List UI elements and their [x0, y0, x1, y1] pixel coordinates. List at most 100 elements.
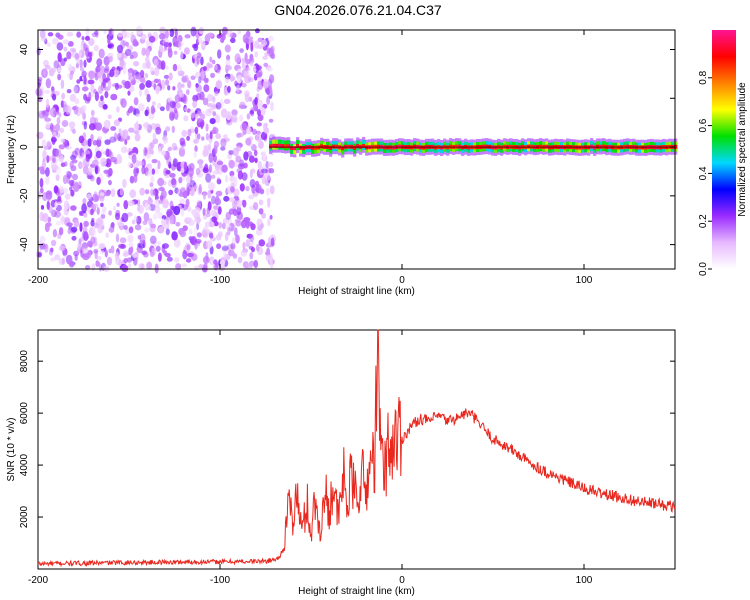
noise-cell — [91, 32, 99, 38]
signal-core — [596, 144, 600, 149]
noise-cell — [64, 193, 71, 200]
heatmap-y-tick-label: -40 — [19, 237, 30, 252]
noise-cell — [115, 233, 120, 243]
signal-core — [272, 143, 276, 148]
noise-cell — [258, 199, 264, 206]
noise-cell — [225, 65, 231, 70]
noise-cell — [159, 44, 163, 53]
noise-cell — [239, 214, 244, 221]
signal-core — [527, 144, 531, 149]
noise-cell — [168, 42, 172, 48]
noise-cell — [205, 173, 212, 183]
noise-cell — [44, 89, 51, 94]
noise-cell — [226, 29, 233, 38]
noise-cell — [116, 66, 124, 71]
heatmap-y-axis-label: Frequency (Hz) — [6, 115, 17, 184]
noise-cell — [262, 55, 268, 60]
signal-core — [356, 144, 360, 149]
noise-cell — [149, 250, 155, 258]
noise-cell — [191, 209, 197, 216]
noise-cell — [96, 71, 102, 79]
noise-cell — [71, 150, 78, 159]
noise-cell — [109, 136, 116, 143]
noise-cell — [70, 154, 77, 161]
noise-cell — [267, 218, 271, 227]
noise-cell — [46, 42, 51, 47]
noise-cell — [242, 199, 247, 208]
noise-cell — [133, 174, 138, 183]
noise-cell — [50, 247, 54, 253]
noise-cell — [107, 35, 111, 45]
signal-core — [644, 145, 648, 150]
noise-cell — [207, 63, 213, 69]
noise-cell — [175, 263, 182, 271]
noise-cell — [212, 170, 220, 175]
noise-cell — [67, 63, 73, 72]
signal-core — [284, 144, 288, 149]
noise-cell — [118, 259, 122, 266]
noise-cell — [157, 252, 162, 262]
noise-cell — [233, 176, 238, 187]
noise-cell — [143, 121, 150, 131]
noise-cell — [152, 213, 158, 220]
noise-cell — [174, 110, 179, 120]
colorbar-tick-label: 0.2 — [698, 214, 709, 228]
noise-cell — [79, 147, 84, 157]
noise-cell — [183, 74, 189, 83]
noise-cell — [44, 65, 51, 70]
noise-cell — [136, 205, 141, 212]
noise-cell — [113, 119, 120, 127]
noise-cell — [58, 245, 66, 252]
noise-cell — [169, 215, 175, 225]
signal-core — [659, 145, 663, 150]
noise-cell — [192, 94, 199, 103]
noise-cell — [129, 189, 137, 199]
noise-cell — [141, 78, 146, 83]
noise-cell — [105, 232, 109, 239]
noise-cell — [100, 202, 104, 207]
signal-core — [482, 144, 486, 149]
noise-cell — [258, 208, 264, 215]
noise-cell — [157, 160, 161, 170]
noise-cell — [117, 221, 124, 227]
noise-cell — [215, 190, 223, 197]
noise-cell — [148, 196, 152, 202]
noise-cell — [137, 103, 145, 112]
noise-cell — [54, 148, 62, 158]
heatmap-x-tick-label: -200 — [28, 275, 48, 286]
noise-cell — [119, 57, 125, 67]
noise-cell — [41, 68, 48, 78]
noise-cell — [237, 132, 245, 137]
noise-cell — [66, 171, 73, 179]
noise-cell — [186, 135, 191, 141]
noise-cell — [110, 188, 116, 198]
noise-cell — [124, 80, 131, 89]
noise-cell — [37, 252, 42, 258]
noise-cell — [44, 117, 52, 122]
noise-cell — [145, 151, 152, 159]
noise-cell — [261, 212, 266, 219]
noise-cell — [76, 31, 82, 38]
noise-cell — [182, 249, 188, 260]
heatmap-cells — [35, 25, 678, 274]
noise-cell — [81, 203, 87, 214]
noise-cell — [173, 50, 178, 55]
noise-cell — [236, 205, 242, 216]
noise-cell — [148, 218, 153, 226]
noise-cell — [254, 97, 258, 105]
noise-cell — [199, 71, 205, 81]
noise-cell — [132, 163, 137, 168]
signal-core — [521, 144, 525, 149]
noise-cell — [186, 89, 190, 95]
noise-cell — [195, 83, 199, 88]
noise-cell — [260, 168, 268, 174]
signal-core — [635, 145, 639, 150]
snr-y-tick-label: 8000 — [19, 350, 30, 373]
noise-cell — [87, 79, 95, 85]
noise-cell — [93, 30, 99, 36]
noise-cell — [94, 165, 98, 175]
noise-cell — [144, 73, 149, 79]
noise-cell — [267, 237, 271, 248]
noise-cell — [92, 193, 99, 203]
noise-cell — [155, 166, 160, 175]
